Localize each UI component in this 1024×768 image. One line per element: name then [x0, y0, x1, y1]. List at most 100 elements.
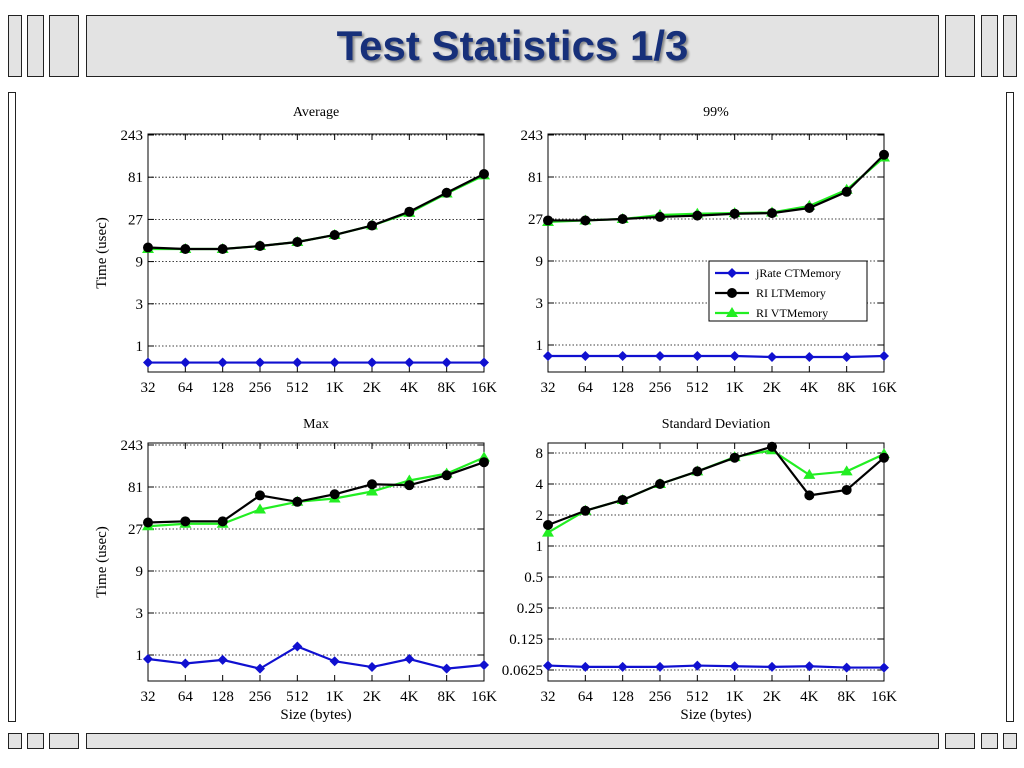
chart-0: 1 3 9 27 81 243 32 64 128 256 512 1K 2K 4K 8K 16K Averag… [94, 105, 497, 396]
title-bar: Test Statistics 1/3 [86, 15, 939, 77]
data-point [292, 357, 303, 368]
y-tick-label: 27 [528, 212, 544, 228]
x-tick-label: 512 [286, 689, 309, 705]
y-tick-label: 1 [536, 338, 544, 354]
slide-title: Test Statistics 1/3 [336, 22, 689, 69]
decor-bar-bottom-left-2 [27, 733, 44, 749]
decor-bar-bottom-right-3 [1003, 733, 1017, 749]
y-tick-label: 3 [536, 296, 544, 312]
data-point [767, 352, 777, 363]
y-tick-label: 1 [536, 539, 544, 555]
x-tick-label: 32 [541, 689, 556, 705]
y-tick-label: 9 [136, 564, 144, 580]
series-line [147, 645, 485, 670]
series-line [548, 153, 885, 222]
data-point [655, 479, 665, 489]
series-line [147, 173, 485, 251]
x-tick-label: 256 [249, 689, 272, 705]
series-line [147, 456, 485, 528]
data-point [180, 516, 191, 527]
chart-3: 0.0625 0.125 0.25 0.5 1 2 4 8 32 64 128 256 512 1K 2K 4… [502, 417, 897, 723]
data-point [441, 663, 452, 674]
data-point [143, 357, 153, 368]
data-point [767, 441, 777, 452]
data-point [692, 660, 703, 671]
data-point [479, 457, 489, 468]
y-tick-label: 243 [121, 438, 144, 454]
chart-title: Standard Deviation [662, 417, 770, 432]
data-point [655, 661, 665, 672]
data-point [329, 357, 340, 368]
decor-bar-top-left-2 [27, 15, 44, 77]
data-point [479, 169, 489, 180]
data-point [255, 357, 265, 368]
plot-frame [147, 442, 485, 682]
data-point [329, 229, 340, 240]
decor-bar-top-right-1 [945, 15, 975, 77]
data-point [841, 352, 852, 363]
x-tick-label: 64 [178, 689, 194, 705]
data-point [841, 186, 852, 197]
data-point [617, 661, 628, 672]
x-tick-label: 16K [871, 380, 897, 396]
data-point [479, 659, 489, 670]
series-line [147, 461, 485, 524]
data-point [803, 468, 816, 479]
data-point [329, 489, 340, 500]
data-point [441, 187, 452, 198]
series-line [547, 156, 885, 224]
data-point [879, 350, 889, 361]
y-axis-label: Time (usec) [94, 217, 110, 289]
chart-title: Average [293, 105, 339, 120]
y-tick-label: 243 [121, 128, 144, 144]
y-tick-label: 0.125 [509, 632, 543, 648]
chart-2: 1 3 9 27 81 243 32 64 128 256 512 1K 2K 4K 8K 16K Max Tim… [94, 417, 497, 723]
legend-marker [727, 288, 737, 298]
data-point [143, 517, 153, 528]
data-point [729, 350, 740, 361]
data-point [580, 505, 591, 516]
x-tick-label: 512 [286, 380, 309, 396]
data-point [329, 656, 340, 667]
data-point [367, 662, 377, 673]
data-point [692, 210, 703, 221]
x-tick-label: 2K [763, 689, 782, 705]
data-point [879, 662, 889, 673]
y-tick-label: 81 [528, 170, 543, 186]
x-tick-label: 1K [325, 689, 344, 705]
frame-right [1006, 92, 1014, 722]
data-point [254, 503, 266, 514]
data-point [840, 465, 853, 476]
decor-bar-bottom-right-1 [945, 733, 975, 749]
x-tick-label: 16K [471, 380, 497, 396]
data-point [543, 519, 553, 530]
data-point [217, 654, 228, 665]
x-tick-label: 256 [249, 380, 272, 396]
x-tick-label: 128 [211, 380, 234, 396]
x-tick-label: 8K [437, 689, 456, 705]
x-tick-label: 1K [325, 380, 344, 396]
data-point [143, 242, 153, 253]
x-tick-label: 64 [578, 380, 594, 396]
data-point [543, 350, 553, 361]
x-tick-label: 2K [363, 380, 382, 396]
data-point [143, 654, 153, 665]
x-axis-label: Size (bytes) [280, 707, 351, 723]
data-point [255, 490, 265, 501]
x-tick-label: 1K [725, 380, 744, 396]
x-tick-label: 32 [541, 380, 556, 396]
y-tick-label: 0.0625 [502, 663, 543, 679]
plot-frame [547, 442, 885, 682]
data-point [255, 241, 265, 252]
chart-1: 1 3 9 27 81 243 32 64 128 256 512 1K 2K 4K 8K 16K 99% jRa… [521, 105, 898, 396]
x-tick-label: 32 [141, 689, 156, 705]
data-point [255, 663, 265, 674]
x-tick-label: 4K [400, 689, 419, 705]
y-axis-label: Time (usec) [94, 526, 110, 598]
data-point [655, 211, 665, 222]
data-point [542, 526, 554, 537]
data-point [180, 658, 191, 669]
data-point [404, 480, 415, 491]
data-point [543, 660, 553, 671]
